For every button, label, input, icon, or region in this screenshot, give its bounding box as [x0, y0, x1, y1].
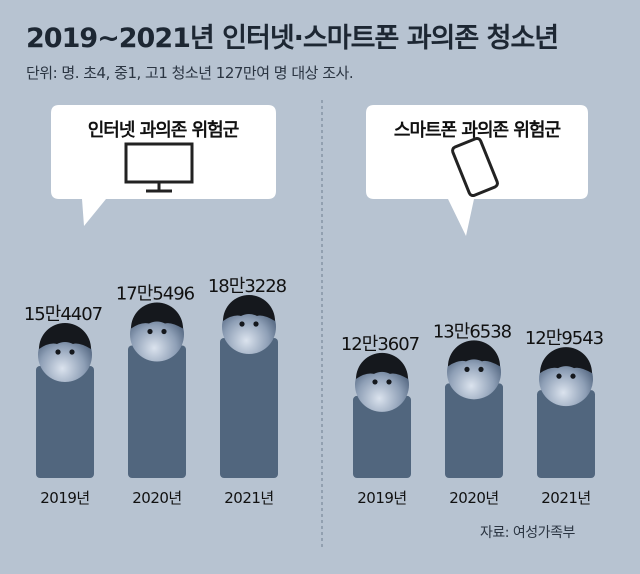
- bar-1-2: 12만9543 2021년: [525, 328, 605, 507]
- hair: [540, 347, 592, 374]
- value-label: 18만3228: [208, 276, 287, 297]
- bar-0-2: 18만3228 2021년: [208, 276, 288, 507]
- eye-right: [386, 379, 392, 385]
- hair: [448, 340, 500, 367]
- value-label: 15만4407: [24, 304, 102, 325]
- year-label: 2019년: [40, 489, 89, 507]
- source-note: 자료: 여성가족부: [480, 525, 575, 541]
- bar-1-1: 13만6538 2020년: [433, 321, 513, 507]
- eye-left: [372, 379, 378, 385]
- callout-internet: [51, 105, 276, 226]
- bar-body: [353, 395, 411, 478]
- callout-smartphone: [366, 105, 588, 236]
- eye-right: [478, 366, 484, 372]
- bar-body: [220, 338, 278, 478]
- value-label: 17만5496: [116, 284, 195, 305]
- hair: [131, 302, 183, 329]
- eye-left: [147, 328, 153, 335]
- hair: [223, 295, 275, 321]
- chart-title: 2019∼2021년 인터넷·스마트폰 과의존 청소년: [26, 23, 559, 54]
- value-label: 13만6538: [433, 321, 512, 342]
- year-label: 2021년: [224, 489, 273, 507]
- year-label: 2020년: [132, 489, 181, 507]
- bar-body: [36, 365, 94, 478]
- eye-left: [464, 366, 470, 372]
- bar-0-0: 15만4407 2019년: [24, 304, 103, 507]
- bar-body: [128, 345, 186, 478]
- chart-subtitle: 단위: 명. 초4, 중1, 고1 청소년 127만여 명 대상 조사.: [26, 64, 354, 82]
- bar-body: [445, 383, 503, 478]
- panel-title-smartphone: 스마트폰 과의존 위험군: [394, 119, 561, 141]
- eye-left: [556, 373, 562, 379]
- eye-left: [239, 321, 245, 327]
- smartphone-icon: [451, 136, 499, 198]
- hair: [356, 352, 408, 379]
- eye-right: [253, 321, 259, 327]
- year-label: 2021년: [541, 489, 590, 507]
- eye-right: [69, 349, 75, 355]
- value-label: 12만3607: [341, 334, 419, 355]
- hair: [39, 322, 91, 349]
- eye-right: [161, 328, 167, 335]
- year-label: 2019년: [357, 489, 406, 507]
- monitor-icon: [124, 142, 194, 193]
- bars-layer: 15만4407 2019년 17만5496 2020년 18만3228 2021년 12만3…: [24, 276, 605, 507]
- eye-left: [55, 349, 61, 355]
- bar-body: [537, 390, 595, 478]
- value-label: 12만9543: [525, 328, 604, 349]
- eye-right: [570, 373, 576, 379]
- bar-0-1: 17만5496 2020년: [116, 284, 196, 507]
- year-label: 2020년: [449, 489, 498, 507]
- panel-title-internet: 인터넷 과의존 위험군: [88, 119, 239, 141]
- bar-1-0: 12만3607 2019년: [341, 334, 420, 507]
